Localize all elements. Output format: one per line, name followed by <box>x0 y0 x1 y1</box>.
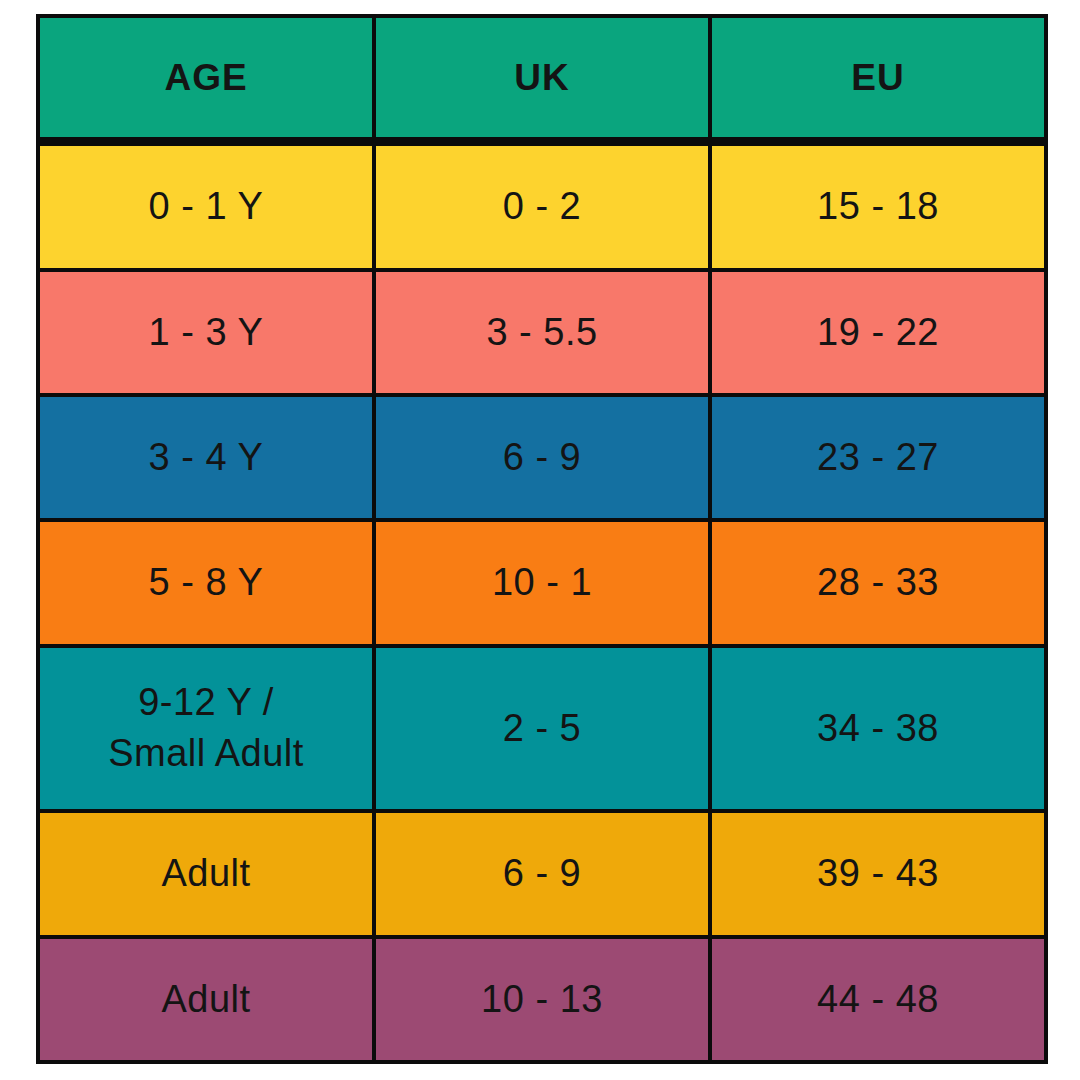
table-row: 1 - 3 Y 3 - 5.5 19 - 22 <box>38 270 1046 395</box>
eu-cell: 44 - 48 <box>710 937 1046 1062</box>
table-row: 0 - 1 Y 0 - 2 15 - 18 <box>38 142 1046 270</box>
table-row: 9-12 Y / Small Adult 2 - 5 34 - 38 <box>38 646 1046 812</box>
age-cell: 3 - 4 Y <box>38 395 374 520</box>
age-cell: 5 - 8 Y <box>38 520 374 645</box>
table-row: Adult 10 - 13 44 - 48 <box>38 937 1046 1062</box>
table-row: 3 - 4 Y 6 - 9 23 - 27 <box>38 395 1046 520</box>
age-cell: Adult <box>38 937 374 1062</box>
uk-cell: 0 - 2 <box>374 142 710 270</box>
uk-cell: 6 - 9 <box>374 811 710 936</box>
eu-cell: 39 - 43 <box>710 811 1046 936</box>
header-cell-age: AGE <box>38 16 374 142</box>
table-row: Adult 6 - 9 39 - 43 <box>38 811 1046 936</box>
eu-cell: 19 - 22 <box>710 270 1046 395</box>
size-chart: AGE UK EU 0 - 1 Y 0 - 2 15 - 18 1 - 3 Y … <box>36 14 1048 1064</box>
uk-cell: 3 - 5.5 <box>374 270 710 395</box>
uk-cell: 2 - 5 <box>374 646 710 812</box>
header-cell-uk: UK <box>374 16 710 142</box>
size-chart-table: AGE UK EU 0 - 1 Y 0 - 2 15 - 18 1 - 3 Y … <box>36 14 1048 1064</box>
age-cell: Adult <box>38 811 374 936</box>
uk-cell: 6 - 9 <box>374 395 710 520</box>
eu-cell: 28 - 33 <box>710 520 1046 645</box>
age-cell: 0 - 1 Y <box>38 142 374 270</box>
age-cell: 9-12 Y / Small Adult <box>38 646 374 812</box>
eu-cell: 23 - 27 <box>710 395 1046 520</box>
eu-cell: 34 - 38 <box>710 646 1046 812</box>
uk-cell: 10 - 13 <box>374 937 710 1062</box>
header-cell-eu: EU <box>710 16 1046 142</box>
uk-cell: 10 - 1 <box>374 520 710 645</box>
header-row: AGE UK EU <box>38 16 1046 142</box>
eu-cell: 15 - 18 <box>710 142 1046 270</box>
age-cell: 1 - 3 Y <box>38 270 374 395</box>
table-row: 5 - 8 Y 10 - 1 28 - 33 <box>38 520 1046 645</box>
